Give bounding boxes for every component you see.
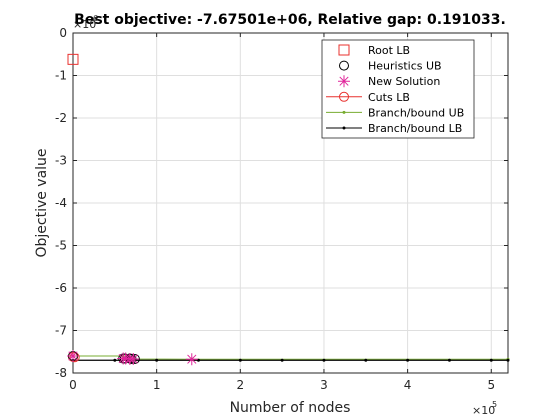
y-exponent-power: 6 — [93, 14, 98, 23]
legend-label: Cuts LB — [368, 91, 410, 104]
data-point-root-lb — [67, 53, 79, 65]
y-tick-label: -6 — [55, 281, 67, 295]
legend-label: Branch/bound UB — [368, 106, 464, 119]
legend-box — [321, 39, 475, 139]
legend-marker — [338, 44, 350, 56]
y-tick-label: -1 — [55, 69, 67, 83]
data-point-branch-bound-lb — [322, 358, 326, 362]
x-tick-label: 3 — [320, 378, 328, 392]
legend-item-root-lb: Root LB — [338, 44, 410, 57]
legend-marker — [342, 110, 346, 114]
series-root-lb — [67, 53, 79, 65]
data-point-branch-bound-lb — [489, 358, 493, 362]
data-point-branch-bound-lb — [238, 358, 242, 362]
y-tick-label: -2 — [55, 111, 67, 125]
y-tick-label: -5 — [55, 239, 67, 253]
data-point-new-solution — [185, 353, 198, 366]
x-exponent: ×10 5 — [472, 400, 497, 417]
x-tick-label: 2 — [236, 378, 244, 392]
x-tick-label: 5 — [487, 378, 495, 392]
legend: Root LB Heuristics UB New Solution Cuts LB B… — [321, 39, 475, 139]
data-point-cuts-lb — [69, 352, 80, 363]
y-exponent: ×10 6 — [73, 14, 98, 31]
legend-item-new-solution: New Solution — [338, 75, 440, 88]
y-tick-label: -4 — [55, 196, 67, 210]
legend-label: New Solution — [368, 75, 440, 88]
data-point-branch-bound-lb — [113, 358, 117, 362]
x-axis: 0 1 2 3 4 5 — [69, 33, 495, 392]
y-axis: 0 -1 -2 -3 -4 -5 -6 -7 -8 — [55, 26, 508, 380]
y-axis-label: Objective value — [34, 148, 50, 257]
data-point-branch-bound-lb — [155, 358, 159, 362]
x-axis-label: Number of nodes — [230, 400, 351, 416]
data-point-new-solution — [127, 352, 140, 365]
y-tick-label: 0 — [59, 26, 67, 40]
data-point-branch-bound-lb — [447, 358, 451, 362]
legend-item-branch-bound-lb: Branch/bound LB — [326, 122, 462, 135]
legend-marker — [339, 91, 349, 102]
series-branch-bound-lb — [71, 358, 510, 362]
chart-title: Best objective: -7.67501e+06, Relative g… — [74, 12, 506, 28]
legend-marker — [338, 75, 350, 88]
y-exponent-base: ×10 — [73, 18, 96, 31]
y-tick-label: -8 — [55, 366, 67, 380]
data-point-branch-bound-lb — [506, 358, 510, 362]
legend-label: Root LB — [368, 44, 410, 57]
x-tick-label: 0 — [69, 378, 77, 392]
y-tick-label: -3 — [55, 154, 67, 168]
legend-marker — [339, 60, 349, 71]
legend-item-heuristics-ub: Heuristics UB — [339, 60, 442, 73]
data-point-branch-bound-lb — [280, 358, 284, 362]
legend-label: Branch/bound LB — [368, 122, 462, 135]
series-new-solution — [67, 350, 198, 366]
x-exponent-power: 5 — [492, 400, 497, 409]
y-tick-label: -7 — [55, 324, 67, 338]
legend-item-cuts-lb: Cuts LB — [326, 91, 410, 104]
legend-item-branch-bound-ub: Branch/bound UB — [326, 106, 464, 119]
legend-marker — [342, 126, 346, 130]
x-tick-label: 4 — [404, 378, 412, 392]
data-point-new-solution — [67, 350, 79, 362]
data-point-branch-bound-lb — [406, 358, 410, 362]
series-layer — [67, 53, 510, 366]
x-tick-label: 1 — [153, 378, 161, 392]
x-exponent-base: ×10 — [472, 404, 495, 417]
data-point-branch-bound-lb — [364, 358, 368, 362]
legend-label: Heuristics UB — [368, 60, 442, 73]
